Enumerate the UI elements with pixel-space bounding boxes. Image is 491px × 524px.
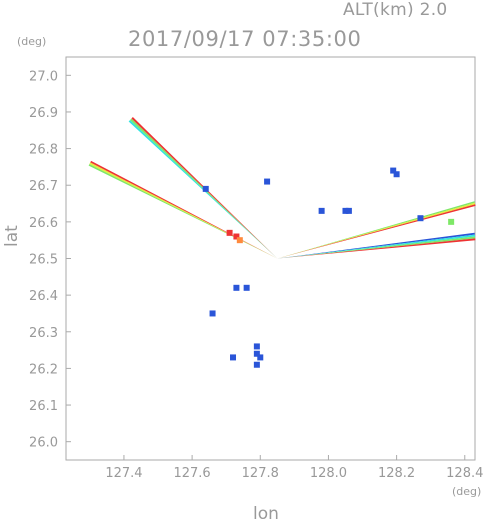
x-axis-label: lon bbox=[253, 504, 279, 524]
y-tick-label: 26.7 bbox=[29, 179, 58, 194]
x-tick-label: 128.2 bbox=[378, 466, 415, 481]
spoke-band-blue bbox=[277, 232, 475, 259]
spoke-band-green bbox=[277, 236, 476, 259]
echo-point bbox=[209, 310, 216, 317]
echo-point bbox=[393, 171, 400, 178]
echo-point bbox=[342, 207, 349, 214]
echo-point bbox=[318, 207, 325, 214]
y-tick-label: 26.1 bbox=[29, 399, 58, 414]
echo-point bbox=[448, 218, 455, 225]
y-unit-label: (deg) bbox=[17, 35, 47, 48]
plot-frame bbox=[65, 56, 476, 461]
y-tick-label: 26.8 bbox=[29, 143, 58, 158]
spoke-band-yellow bbox=[89, 162, 278, 259]
y-tick-label: 27.0 bbox=[29, 69, 58, 84]
echo-point bbox=[345, 207, 352, 214]
radar-spokes bbox=[88, 117, 476, 259]
y-tick-label: 26.3 bbox=[29, 326, 58, 341]
echo-point bbox=[233, 233, 240, 240]
x-tick-label: 128.0 bbox=[310, 466, 347, 481]
x-unit-label: (deg) bbox=[452, 485, 482, 498]
spoke-band-red bbox=[277, 204, 476, 259]
nw-spoke-lower bbox=[88, 160, 278, 259]
chart-title: 2017/09/17 07:35:00 bbox=[128, 27, 362, 51]
echo-point bbox=[230, 354, 237, 361]
echo-point bbox=[253, 343, 260, 350]
echo-point bbox=[417, 215, 424, 222]
y-tick-label: 26.4 bbox=[29, 289, 58, 304]
axis-ticks: 127.4 127.6 127.8 128.0 128.2 128.4 27.0 26.9 26… bbox=[29, 69, 483, 481]
spoke-band-yellow bbox=[277, 202, 476, 259]
y-tick-label: 26.0 bbox=[29, 436, 58, 451]
x-tick-label: 128.4 bbox=[446, 466, 483, 481]
y-tick-label: 26.6 bbox=[29, 216, 58, 231]
altitude-label: ALT(km) 2.0 bbox=[343, 0, 448, 20]
x-tick-label: 127.6 bbox=[173, 466, 210, 481]
spoke-band-red bbox=[277, 238, 476, 259]
x-tick-label: 127.8 bbox=[242, 466, 279, 481]
y-tick-label: 26.5 bbox=[29, 253, 58, 268]
ne-spoke-upper bbox=[277, 201, 476, 259]
y-tick-label: 26.2 bbox=[29, 362, 58, 377]
radar-echoes bbox=[202, 167, 455, 368]
spoke-band-green bbox=[277, 201, 475, 259]
y-tick-label: 26.9 bbox=[29, 106, 58, 121]
echo-point bbox=[243, 284, 250, 291]
echo-point bbox=[202, 185, 209, 192]
ne-spoke-lower bbox=[277, 232, 476, 259]
echo-point bbox=[233, 284, 240, 291]
echo-point bbox=[253, 361, 260, 368]
echo-point bbox=[226, 229, 233, 236]
echo-point bbox=[390, 167, 397, 174]
echo-point bbox=[253, 350, 260, 357]
echo-point bbox=[236, 237, 243, 244]
echo-point bbox=[264, 178, 271, 185]
echo-point bbox=[257, 354, 264, 361]
spoke-band-cyan bbox=[277, 234, 475, 259]
x-tick-label: 127.4 bbox=[105, 466, 142, 481]
spoke-band-red bbox=[90, 160, 278, 259]
spoke-band-green bbox=[88, 164, 278, 259]
